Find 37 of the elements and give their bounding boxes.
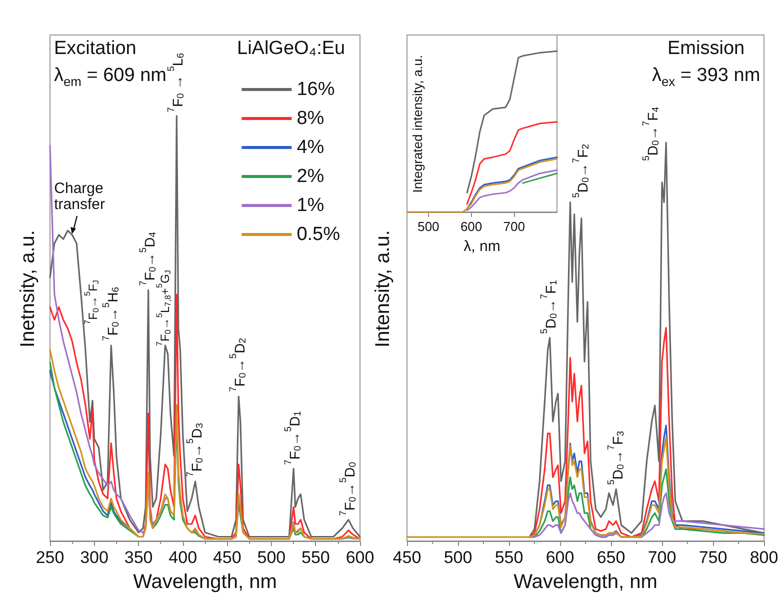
x-tick-label: 750 [698, 548, 728, 567]
annotation: Charge transfer [54, 180, 106, 213]
x-axis-title: Wavelength, nm [514, 571, 658, 593]
legend-label: 4% [296, 137, 324, 158]
chart-title: Excitation [54, 38, 136, 59]
legend-label: 2% [296, 166, 324, 187]
x-tick-label: 800 [750, 548, 778, 567]
x-tick-label: 550 [302, 548, 330, 567]
x-tick-label: 700 [648, 548, 676, 567]
x-tick-label: 600 [546, 548, 574, 567]
chart-title: Emission [668, 38, 745, 59]
x-tick-label: 400 [168, 548, 198, 567]
legend-label: 16% [296, 79, 335, 100]
x-tick-label: 550 [494, 548, 524, 567]
x-tick-label: 450 [392, 548, 422, 567]
x-tick-label: 700 [503, 219, 525, 234]
chart-subtitle: λ$_{em}$ = 609 nm [54, 65, 166, 89]
x-tick-label: 350 [124, 548, 153, 567]
x-tick-label: 500 [444, 548, 472, 567]
x-tick-label: 600 [460, 219, 482, 234]
y-axis-title: Intensity, a.u. [372, 230, 394, 347]
x-axis-title: λ, nm [464, 238, 500, 255]
x-tick-label: 450 [212, 548, 242, 567]
legend-label: 8% [296, 108, 324, 129]
legend-label: 1% [296, 195, 324, 216]
y-axis-title: Inetnsity, a.u. [17, 230, 39, 347]
x-tick-label: 500 [257, 548, 286, 567]
x-tick-label: 250 [36, 548, 64, 567]
legend-title: LiAlGeO₄:Eu [237, 38, 346, 59]
x-tick-label: 650 [596, 548, 626, 567]
x-tick-label: 600 [346, 548, 374, 567]
chart-subtitle: λ$_{ex}$ = 393 nm [652, 65, 760, 89]
x-tick-label: 300 [80, 548, 108, 567]
x-tick-label: 500 [418, 219, 440, 234]
legend-label: 0.5% [296, 224, 340, 245]
y-axis-title: Integrated intensity, a.u. [410, 54, 425, 192]
x-axis-title: Wavelength, nm [133, 571, 277, 593]
